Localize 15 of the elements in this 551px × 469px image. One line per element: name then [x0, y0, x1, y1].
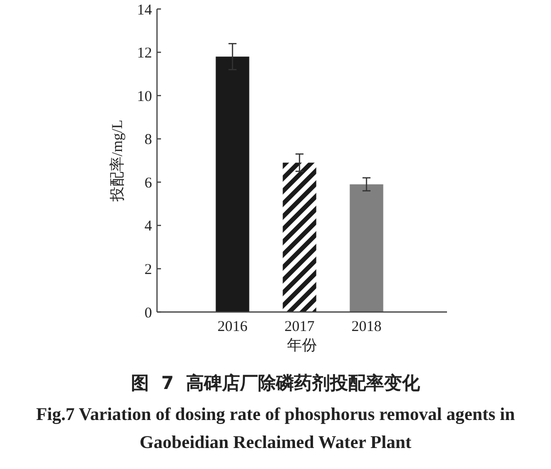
- y-axis-title: 投配率/mg/L: [109, 120, 126, 202]
- y-tick-label: 8: [144, 132, 152, 148]
- x-axis-title: 年份: [287, 337, 317, 354]
- x-tick-label: 2016: [218, 319, 248, 335]
- y-tick-label: 12: [137, 46, 152, 62]
- y-tick-label: 0: [144, 305, 152, 322]
- y-tick-label: 6: [144, 175, 152, 192]
- y-tick-label: 14: [137, 2, 152, 18]
- x-tick-label: 2018: [352, 319, 382, 335]
- caption: Fig.7 Variation of dosing rate of phosphorus removal agents in Gaobeidian Reclaimed Water Plant: [36, 404, 515, 452]
- y-tick-label: 10: [137, 88, 152, 105]
- y-tick-label: 4: [144, 218, 152, 235]
- x-tick-label: 2017: [284, 319, 315, 335]
- y-tick-label: 2: [144, 262, 152, 278]
- caption: 图 7 高碑店厂除磷药剂投配率变化: [130, 373, 422, 394]
